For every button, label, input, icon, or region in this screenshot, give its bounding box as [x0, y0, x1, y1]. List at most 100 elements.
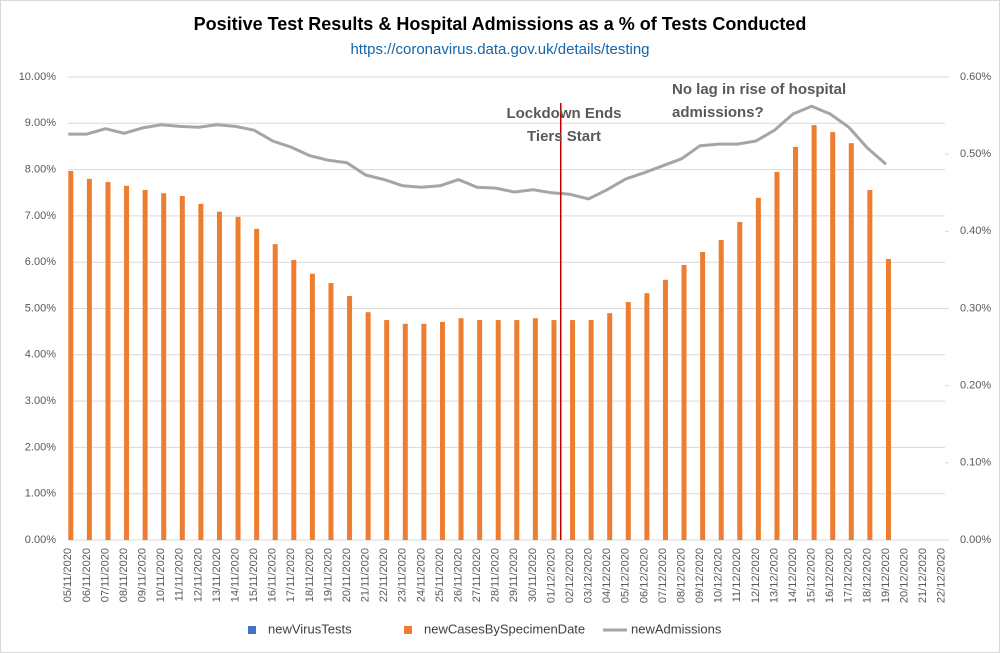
x-tick-label: 12/11/2020 — [192, 548, 204, 602]
x-tick-label: 13/12/2020 — [768, 548, 780, 603]
x-tick-label: 21/12/2020 — [917, 548, 929, 603]
bar — [607, 313, 613, 540]
x-tick-label: 27/11/2020 — [471, 548, 483, 602]
bar — [514, 320, 520, 540]
bar — [291, 259, 297, 540]
bar — [254, 228, 260, 540]
bar — [328, 283, 334, 540]
x-tick-label: 05/12/2020 — [620, 548, 632, 603]
x-tick-label: 14/11/2020 — [229, 548, 241, 602]
x-tick-label: 19/11/2020 — [322, 548, 334, 602]
bar — [421, 323, 427, 540]
y-tick-label: 1.00% — [25, 488, 56, 500]
bar — [439, 321, 445, 540]
x-tick-label: 05/11/2020 — [62, 548, 74, 602]
legend-swatch — [404, 626, 412, 634]
y2-tick-label: 0.50% — [960, 148, 991, 160]
legend-label: newVirusTests — [268, 621, 352, 636]
x-tick-label: 13/11/2020 — [211, 548, 223, 602]
x-tick-label: 26/11/2020 — [452, 548, 464, 602]
x-tick-label: 20/12/2020 — [898, 548, 910, 603]
annotation: Tiers Start — [527, 128, 601, 145]
x-tick-label: 11/12/2020 — [731, 548, 743, 602]
legend-swatch — [248, 626, 256, 634]
x-tick-label: 06/12/2020 — [638, 548, 650, 603]
y2-tick-label: 0.60% — [960, 71, 991, 83]
y2-tick-label: 0.10% — [960, 457, 991, 469]
y2-tick-label: 0.20% — [960, 380, 991, 392]
x-tick-label: 23/11/2020 — [397, 548, 409, 602]
x-tick-label: 10/11/2020 — [155, 548, 167, 602]
bar — [588, 320, 594, 540]
bar — [848, 143, 854, 541]
y-tick-label: 0.00% — [25, 534, 56, 546]
annotation: Lockdown Ends — [506, 105, 621, 122]
x-tick-label: 16/11/2020 — [267, 548, 279, 602]
bar — [495, 320, 501, 540]
bar — [384, 320, 390, 540]
annotation: No lag in rise of hospital — [672, 81, 846, 98]
y-tick-label: 4.00% — [25, 349, 56, 361]
x-tick-label: 21/11/2020 — [360, 548, 372, 602]
y-tick-label: 9.00% — [25, 117, 56, 129]
x-tick-label: 24/11/2020 — [415, 548, 427, 602]
x-tick-label: 17/11/2020 — [285, 548, 297, 602]
y-tick-label: 8.00% — [25, 164, 56, 176]
bar — [235, 216, 241, 541]
bar — [737, 221, 743, 540]
x-tick-label: 04/12/2020 — [601, 548, 613, 603]
bar — [402, 323, 408, 540]
bar — [532, 318, 538, 540]
x-tick-label: 09/11/2020 — [137, 548, 149, 602]
bar — [570, 320, 576, 540]
y-tick-label: 3.00% — [25, 395, 56, 407]
line-series — [68, 104, 887, 201]
chart-title: Positive Test Results & Hospital Admissi… — [194, 14, 807, 34]
bar — [681, 264, 687, 540]
chart-subtitle: https://coronavirus.data.gov.uk/details/… — [350, 41, 649, 58]
bar — [216, 211, 222, 540]
bar — [124, 185, 130, 540]
x-tick-label: 10/12/2020 — [713, 548, 725, 603]
bar — [700, 252, 706, 540]
x-tick-label: 25/11/2020 — [434, 548, 446, 602]
x-tick-label: 20/11/2020 — [341, 548, 353, 602]
bar — [644, 293, 650, 540]
bar — [625, 302, 631, 540]
y-tick-label: 7.00% — [25, 210, 56, 222]
x-tick-label: 28/11/2020 — [490, 548, 502, 602]
bar — [662, 279, 668, 540]
bar — [161, 193, 167, 540]
x-tick-label: 30/11/2020 — [527, 548, 539, 602]
x-tick-label: 02/12/2020 — [564, 548, 576, 603]
x-tick-label: 22/11/2020 — [378, 548, 390, 602]
bar — [198, 203, 204, 540]
x-tick-label: 29/11/2020 — [508, 548, 520, 602]
x-tick-label: 09/12/2020 — [694, 548, 706, 603]
annotation: admissions? — [672, 104, 764, 121]
y2-tick-label: 0.40% — [960, 225, 991, 237]
legend-label: newCasesBySpecimenDate — [424, 621, 585, 636]
legend-label: newAdmissions — [631, 621, 722, 636]
y2-tick-label: 0.00% — [960, 534, 991, 546]
x-tick-label: 07/12/2020 — [657, 548, 669, 603]
x-tick-label: 01/12/2020 — [545, 548, 557, 603]
bar — [830, 132, 836, 541]
x-tick-label: 16/12/2020 — [824, 548, 836, 603]
x-tick-label: 14/12/2020 — [787, 548, 799, 603]
x-tick-label: 18/11/2020 — [304, 548, 316, 602]
x-tick-label: 22/12/2020 — [936, 548, 948, 603]
bar — [458, 318, 464, 540]
bar — [365, 312, 371, 540]
bar — [179, 195, 185, 540]
bar — [793, 146, 799, 540]
y-tick-label: 5.00% — [25, 302, 56, 314]
x-tick-label: 07/11/2020 — [99, 548, 111, 602]
x-tick-label: 18/12/2020 — [861, 548, 873, 603]
x-tick-label: 11/11/2020 — [174, 548, 186, 601]
y2-tick-label: 0.30% — [960, 302, 991, 314]
bar — [718, 239, 724, 540]
x-tick-label: 08/11/2020 — [118, 548, 130, 602]
y-tick-label: 10.00% — [19, 71, 57, 83]
